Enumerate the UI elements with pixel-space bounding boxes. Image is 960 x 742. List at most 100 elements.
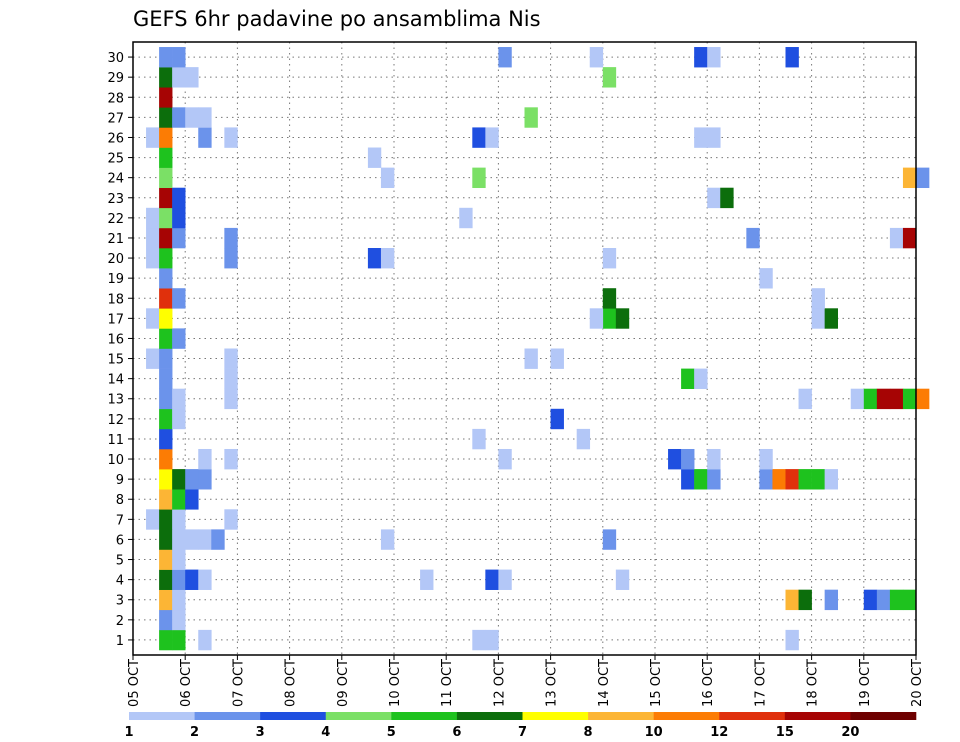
- heatmap-cell: [694, 469, 708, 490]
- heatmap-cell: [172, 589, 186, 611]
- y-tick-label: 23: [107, 192, 124, 207]
- heatmap-cell: [198, 629, 212, 651]
- heatmap-cell: [159, 348, 173, 369]
- colorbar-label: 20: [841, 725, 859, 740]
- heatmap-cell: [811, 288, 825, 309]
- heatmap-cell: [172, 207, 186, 229]
- heatmap-cell: [159, 368, 173, 389]
- heatmap-cell: [159, 529, 173, 550]
- heatmap-cell: [172, 288, 186, 309]
- heatmap-cell: [498, 448, 512, 470]
- heatmap-cell: [159, 629, 173, 651]
- x-tick-label: 08 OCT: [284, 659, 299, 707]
- colorbar: 1 2 3 4 5 6 7 8 10 12 15 20: [124, 712, 917, 740]
- heatmap-cell: [172, 187, 186, 209]
- colorbar-segment: [850, 712, 917, 720]
- heatmap-cell: [146, 227, 160, 249]
- heatmap-cell: [576, 428, 591, 450]
- x-tick-label: 05 OCT: [127, 659, 142, 707]
- colorbar-label: 10: [645, 725, 663, 740]
- heatmap-cell: [811, 469, 825, 490]
- colorbar-label: 7: [518, 725, 527, 740]
- heatmap-cell: [746, 227, 760, 249]
- x-tick-label: 14 OCT: [597, 659, 612, 707]
- y-tick-label: 1: [116, 634, 124, 649]
- y-tick-label: 19: [107, 272, 124, 287]
- heatmap-cell: [889, 388, 904, 410]
- heatmap-cell: [198, 469, 212, 490]
- heatmap-cell: [589, 308, 604, 329]
- y-axis-ticks: 1234567891011121314151617181920212223242…: [107, 51, 133, 649]
- heatmap-cell: [694, 368, 708, 389]
- heatmap-cell: [159, 609, 173, 631]
- grid-lines: [133, 42, 916, 655]
- heatmap-cell: [681, 448, 695, 470]
- colorbar-segment: [260, 712, 327, 720]
- heatmap-cell: [498, 569, 512, 590]
- heatmap-cell: [146, 348, 160, 369]
- colorbar-label: 6: [452, 725, 461, 740]
- colorbar-label: 1: [124, 725, 133, 740]
- heatmap-cell: [707, 127, 721, 148]
- x-tick-label: 19 OCT: [858, 659, 873, 707]
- heatmap-cell: [550, 348, 564, 369]
- heatmap-cell: [615, 308, 630, 329]
- heatmap-cell: [785, 469, 799, 490]
- heatmap-cell: [785, 589, 799, 611]
- heatmap-cell: [172, 107, 186, 128]
- heatmap-cell: [485, 127, 499, 148]
- heatmap-cell: [485, 629, 499, 651]
- y-tick-label: 29: [107, 71, 124, 86]
- heatmap-cell: [902, 589, 917, 611]
- heatmap-cell: [824, 308, 838, 329]
- heatmap-cell: [172, 529, 186, 550]
- colorbar-label: 4: [321, 725, 330, 740]
- heatmap-cell: [916, 167, 930, 189]
- heatmap-cell: [889, 227, 904, 249]
- heatmap-cell: [615, 569, 630, 590]
- heatmap-cell: [198, 107, 212, 128]
- heatmap-cell: [694, 47, 708, 68]
- heatmap-cell: [602, 67, 617, 88]
- heatmap-cell: [472, 629, 486, 651]
- heatmap-cell: [380, 529, 395, 550]
- heatmap-cell: [602, 308, 617, 329]
- heatmap-cell: [185, 569, 199, 590]
- heatmap-cell: [720, 187, 734, 209]
- heatmap-cell: [681, 469, 695, 490]
- heatmap-cell: [759, 469, 773, 490]
- heatmap-cell: [602, 248, 617, 269]
- heatmap-cell: [172, 489, 186, 510]
- heatmap-cell: [472, 127, 486, 148]
- plot-frame: [132, 41, 917, 656]
- heatmap-cell: [772, 469, 786, 490]
- heatmap-cell: [159, 268, 173, 289]
- heatmap-cell: [172, 609, 186, 631]
- heatmap-cell: [863, 589, 878, 611]
- heatmap-cell: [472, 167, 486, 189]
- heatmap-cell: [902, 227, 917, 249]
- y-tick-label: 20: [107, 252, 124, 267]
- y-tick-label: 4: [116, 574, 124, 589]
- heatmap-cell: [602, 529, 617, 550]
- y-tick-label: 16: [107, 332, 124, 347]
- heatmap-cell: [198, 569, 212, 590]
- heatmap-cell: [824, 589, 838, 611]
- heatmap-cell: [589, 47, 604, 68]
- y-tick-label: 15: [107, 353, 124, 368]
- heatmap-cell: [172, 388, 186, 410]
- x-tick-label: 17 OCT: [753, 659, 768, 707]
- heatmap-cell: [824, 469, 838, 490]
- heatmap-cell: [159, 308, 173, 329]
- heatmap-cell: [172, 569, 186, 590]
- heatmap-cell: [224, 368, 238, 389]
- heatmap-cell: [367, 248, 382, 269]
- heatmap-cell: [185, 489, 199, 510]
- colorbar-segment: [522, 712, 589, 720]
- y-tick-label: 12: [107, 413, 124, 428]
- heatmap-cell: [224, 509, 238, 530]
- y-tick-label: 5: [116, 554, 124, 569]
- heatmap-cell: [459, 207, 473, 229]
- heatmap-cell: [876, 589, 891, 611]
- heatmap-cell: [198, 529, 212, 550]
